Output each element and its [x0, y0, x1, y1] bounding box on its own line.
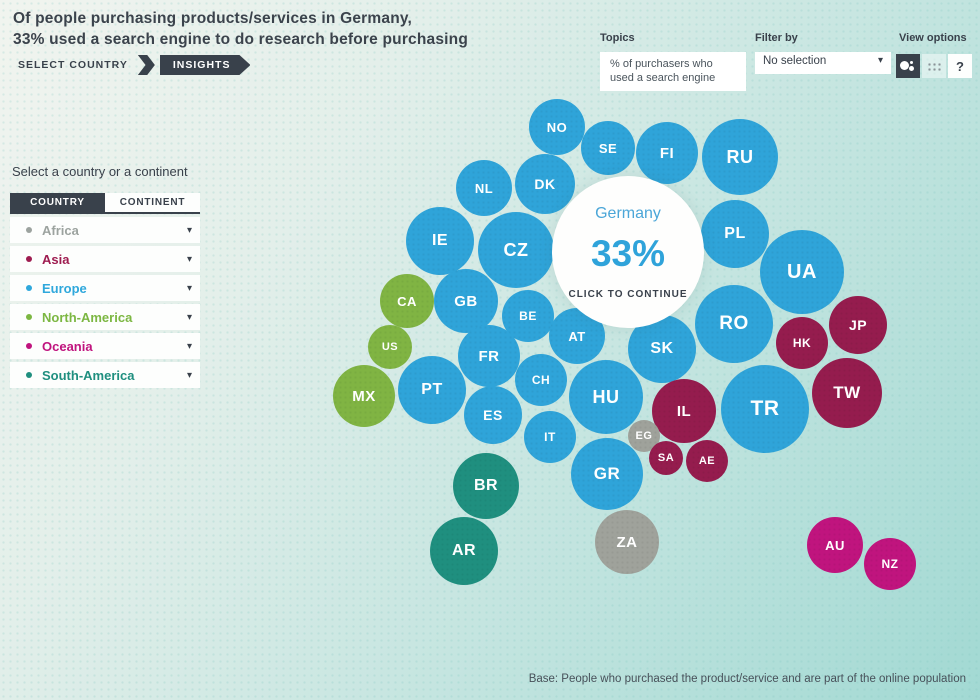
- chevron-down-icon: ▾: [877, 55, 883, 66]
- continent-label: Asia: [42, 251, 70, 267]
- country-bubble-au[interactable]: AU: [807, 517, 863, 573]
- country-bubble-sa[interactable]: SA: [649, 441, 683, 475]
- country-bubble-gr[interactable]: GR: [571, 438, 643, 510]
- country-bubble-ie[interactable]: IE: [406, 207, 474, 275]
- country-bubble-jp[interactable]: JP: [829, 296, 887, 354]
- country-bubble-nz[interactable]: NZ: [864, 538, 916, 590]
- view-options-label: View options: [899, 32, 967, 44]
- country-bubble-tr[interactable]: TR: [721, 365, 809, 453]
- page-title: Of people purchasing products/services i…: [13, 8, 468, 50]
- selected-country-circle[interactable]: Germany 33% CLICK TO CONTINUE: [552, 176, 704, 328]
- country-bubble-pl[interactable]: PL: [701, 200, 769, 268]
- country-bubble-br[interactable]: BR: [453, 453, 519, 519]
- continent-label: North-America: [42, 309, 133, 325]
- sidebar-item-africa[interactable]: Africa ▾: [10, 217, 200, 243]
- country-bubble-ae[interactable]: AE: [686, 440, 728, 482]
- tab-continent[interactable]: CONTINENT: [105, 193, 200, 212]
- breadcrumb-arrow-icon: [137, 55, 155, 75]
- continent-label: Africa: [42, 222, 79, 238]
- breadcrumb-select-country[interactable]: SELECT COUNTRY: [18, 59, 128, 71]
- continent-label: Europe: [42, 280, 87, 296]
- continent-list: Africa ▾ Asia ▾ Europe ▾ North-America ▾ Oceania…: [10, 217, 200, 391]
- country-bubble-it[interactable]: IT: [524, 411, 576, 463]
- country-bubble-za[interactable]: ZA: [595, 510, 659, 574]
- filter-by-label: Filter by: [755, 32, 798, 44]
- sidebar-tabs: COUNTRY CONTINENT: [10, 193, 200, 214]
- chevron-down-icon: ▾: [186, 311, 192, 323]
- chevron-down-icon: ▾: [186, 369, 192, 381]
- country-bubble-pt[interactable]: PT: [398, 356, 466, 424]
- continent-dot: [26, 256, 32, 262]
- click-to-continue-label: CLICK TO CONTINUE: [568, 288, 688, 300]
- continent-dot: [26, 227, 32, 233]
- country-bubble-eg[interactable]: EG: [628, 420, 660, 452]
- grid-view-button[interactable]: [922, 54, 946, 78]
- breadcrumb-insights[interactable]: INSIGHTS: [160, 55, 251, 75]
- continent-dot: [26, 372, 32, 378]
- breadcrumb: SELECT COUNTRY INSIGHTS: [18, 55, 250, 75]
- country-bubble-cz[interactable]: CZ: [478, 212, 554, 288]
- country-bubble-no[interactable]: NO: [529, 99, 585, 155]
- country-bubble-ro[interactable]: RO: [695, 285, 773, 363]
- country-bubble-tw[interactable]: TW: [812, 358, 882, 428]
- country-bubble-fi[interactable]: FI: [636, 122, 698, 184]
- sidebar-title: Select a country or a continent: [12, 164, 188, 179]
- country-bubble-hk[interactable]: HK: [776, 317, 828, 369]
- topics-label: Topics: [600, 32, 635, 44]
- tab-country[interactable]: COUNTRY: [10, 193, 105, 212]
- country-bubble-ar[interactable]: AR: [430, 517, 498, 585]
- country-bubble-fr[interactable]: FR: [458, 325, 520, 387]
- country-bubble-mx[interactable]: MX: [333, 365, 395, 427]
- page-title-line2: 33% used a search engine to do research …: [13, 31, 469, 48]
- country-bubble-us[interactable]: US: [368, 325, 412, 369]
- country-bubble-il[interactable]: IL: [652, 379, 716, 443]
- bubble-view-button[interactable]: [896, 54, 920, 78]
- country-bubble-gb[interactable]: GB: [434, 269, 498, 333]
- continent-label: South-America: [42, 367, 135, 383]
- bubble-view-icon: [900, 60, 916, 73]
- continent-dot: [26, 285, 32, 291]
- sidebar-item-south-america[interactable]: South-America ▾: [10, 362, 200, 388]
- sidebar-item-asia[interactable]: Asia ▾: [10, 246, 200, 272]
- base-note: Base: People who purchased the product/s…: [528, 673, 966, 685]
- country-bubble-ua[interactable]: UA: [760, 230, 844, 314]
- help-button[interactable]: ?: [948, 54, 972, 78]
- chevron-down-icon: ▾: [186, 282, 192, 294]
- continent-label: Oceania: [42, 338, 93, 354]
- topics-value-box[interactable]: % of purchasers who used a search engine: [600, 52, 746, 91]
- help-icon: ?: [956, 58, 964, 74]
- country-bubble-ru[interactable]: RU: [702, 119, 778, 195]
- country-bubble-nl[interactable]: NL: [456, 160, 512, 216]
- filter-dropdown-value: No selection: [763, 55, 827, 67]
- chevron-down-icon: ▾: [186, 253, 192, 265]
- continent-dot: [26, 343, 32, 349]
- country-bubble-se[interactable]: SE: [581, 121, 635, 175]
- page-title-line1: Of people purchasing products/services i…: [13, 10, 413, 27]
- filter-dropdown[interactable]: No selection ▾: [755, 52, 891, 74]
- country-bubble-hu[interactable]: HU: [569, 360, 643, 434]
- continent-dot: [26, 314, 32, 320]
- selected-country-value: 33%: [590, 232, 666, 274]
- sidebar-item-north-america[interactable]: North-America ▾: [10, 304, 200, 330]
- grid-view-icon: [927, 61, 941, 71]
- country-bubble-dk[interactable]: DK: [515, 154, 575, 214]
- selected-country-name: Germany: [595, 204, 661, 222]
- chevron-down-icon: ▾: [186, 224, 192, 236]
- country-bubble-ca[interactable]: CA: [380, 274, 434, 328]
- country-bubble-es[interactable]: ES: [464, 386, 522, 444]
- sidebar-item-oceania[interactable]: Oceania ▾: [10, 333, 200, 359]
- chevron-down-icon: ▾: [186, 340, 192, 352]
- sidebar-item-europe[interactable]: Europe ▾: [10, 275, 200, 301]
- country-bubble-ch[interactable]: CH: [515, 354, 567, 406]
